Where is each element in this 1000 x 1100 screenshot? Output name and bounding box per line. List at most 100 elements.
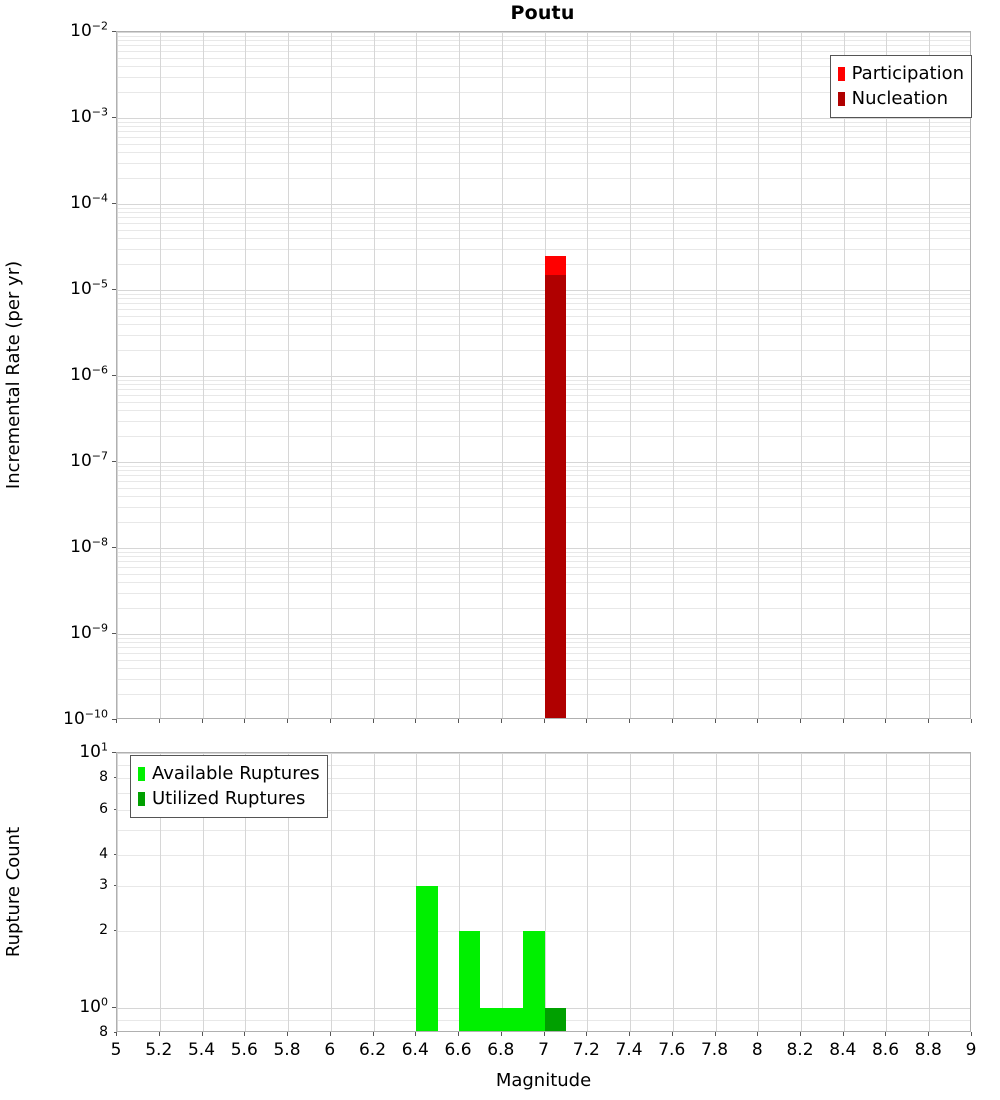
mfd-rate-plot-area <box>116 31 971 719</box>
gridline-horizontal <box>117 309 970 310</box>
gridline-horizontal <box>117 496 970 497</box>
gridline-horizontal <box>117 40 970 41</box>
gridline-horizontal <box>117 481 970 482</box>
gridline-horizontal <box>117 350 970 351</box>
x-tick-mark <box>458 1032 459 1036</box>
bar-available-ruptures <box>416 886 438 1031</box>
gridline-horizontal <box>117 810 970 811</box>
x-tick-mark <box>501 719 502 723</box>
gridline-vertical <box>587 32 588 718</box>
x-tick-mark <box>159 719 160 723</box>
x-tick-label: 6.4 <box>401 1040 429 1060</box>
gridline-horizontal <box>117 507 970 508</box>
gridline-horizontal <box>117 395 970 396</box>
gridline-horizontal <box>117 178 970 179</box>
x-tick-mark <box>629 1032 630 1036</box>
legend-item-available-ruptures: Available Ruptures <box>138 761 320 786</box>
x-tick-mark <box>800 719 801 723</box>
gridline-horizontal <box>117 324 970 325</box>
legend-swatch-available <box>138 766 145 781</box>
x-tick-mark <box>885 719 886 723</box>
gridline-horizontal <box>117 92 970 93</box>
gridline-vertical <box>844 32 845 718</box>
x-tick-mark <box>843 719 844 723</box>
x-tick-label: 5 <box>110 1040 122 1060</box>
gridline-horizontal <box>117 522 970 523</box>
x-tick-label: 6 <box>324 1040 336 1060</box>
gridline-horizontal <box>117 249 970 250</box>
gridline-horizontal <box>117 264 970 265</box>
gridline-vertical <box>203 32 204 718</box>
gridline-horizontal <box>117 410 970 411</box>
gridline-vertical <box>886 753 887 1031</box>
gridline-horizontal <box>117 45 970 46</box>
rupture-count-plot-content <box>117 753 970 1031</box>
gridline-horizontal <box>117 298 970 299</box>
gridline-vertical <box>288 753 289 1031</box>
gridline-vertical <box>673 753 674 1031</box>
x-tick-mark <box>244 719 245 723</box>
x-tick-mark <box>757 1032 758 1036</box>
gridline-horizontal <box>117 335 970 336</box>
x-tick-mark <box>373 719 374 723</box>
gridline-horizontal <box>117 475 970 476</box>
gridline-vertical <box>331 753 332 1031</box>
gridline-horizontal <box>117 152 970 153</box>
gridline-horizontal <box>117 647 970 648</box>
legend-swatch-nucleation <box>837 91 845 106</box>
gridline-vertical <box>502 753 503 1031</box>
gridline-horizontal <box>117 223 970 224</box>
gridline-vertical <box>716 753 717 1031</box>
gridline-horizontal <box>117 316 970 317</box>
gridline-vertical <box>117 32 118 718</box>
gridline-horizontal <box>117 303 970 304</box>
x-tick-label: 8.6 <box>871 1040 900 1060</box>
gridline-horizontal <box>117 668 970 669</box>
gridline-horizontal <box>117 830 970 831</box>
gridline-horizontal <box>117 402 970 403</box>
gridline-horizontal <box>117 556 970 557</box>
x-tick-mark <box>586 719 587 723</box>
bar-nucleation <box>544 274 566 718</box>
gridline-horizontal <box>117 122 970 123</box>
gridline-vertical <box>374 753 375 1031</box>
gridline-vertical <box>929 753 930 1031</box>
gridline-horizontal <box>117 653 970 654</box>
rupture-count-legend: Available Ruptures Utilized Ruptures <box>130 755 328 818</box>
x-tick-label: 5.8 <box>273 1040 301 1060</box>
gridline-horizontal <box>117 593 970 594</box>
gridline-vertical <box>545 753 546 1031</box>
legend-swatch-participation <box>837 66 845 81</box>
gridline-vertical <box>374 32 375 718</box>
gridline-horizontal <box>117 855 970 856</box>
x-tick-label: 6.2 <box>358 1040 387 1060</box>
x-tick-mark <box>544 719 545 723</box>
gridline-horizontal <box>117 384 970 385</box>
bar-available-ruptures <box>459 931 481 1031</box>
bar-available-ruptures <box>523 931 545 1031</box>
gridline-horizontal <box>117 634 970 635</box>
bar-available-ruptures <box>501 1008 524 1031</box>
x-tick-mark <box>885 1032 886 1036</box>
legend-item-nucleation: Nucleation <box>837 86 964 111</box>
x-tick-mark <box>757 719 758 723</box>
x-tick-mark <box>415 1032 416 1036</box>
gridline-vertical <box>245 753 246 1031</box>
gridline-horizontal <box>117 32 970 33</box>
gridline-horizontal <box>117 290 970 291</box>
gridline-horizontal <box>117 66 970 67</box>
x-tick-label: 6.8 <box>487 1040 515 1060</box>
gridline-horizontal <box>117 679 970 680</box>
gridline-vertical <box>844 753 845 1031</box>
legend-swatch-utilized <box>138 791 145 806</box>
gridline-vertical <box>630 32 631 718</box>
x-tick-mark <box>501 1032 502 1036</box>
gridline-horizontal <box>117 204 970 205</box>
x-tick-label: 7.6 <box>658 1040 686 1060</box>
gridline-vertical <box>459 753 460 1031</box>
x-tick-mark <box>544 1032 545 1036</box>
x-tick-mark <box>928 1032 929 1036</box>
gridline-horizontal <box>117 376 970 377</box>
x-tick-label: 8.4 <box>829 1040 857 1060</box>
